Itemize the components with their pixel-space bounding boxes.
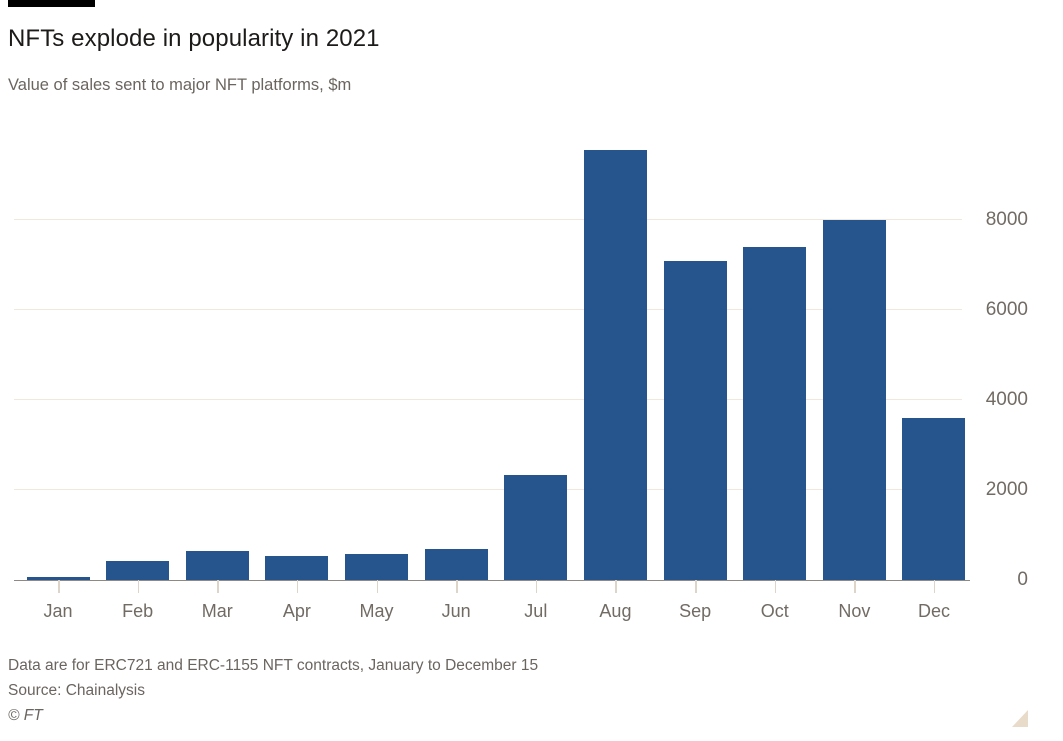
bar-mar [185, 550, 249, 580]
x-axis-tick [456, 580, 458, 593]
x-axis-tick [58, 580, 60, 593]
x-axis-label-oct: Oct [760, 601, 789, 621]
bar-aug [583, 150, 647, 580]
x-axis-label-aug: Aug [599, 601, 632, 621]
x-axis-tick [854, 580, 856, 593]
x-axis-label-jun: Jun [441, 601, 471, 621]
ft-accent-bar [8, 0, 95, 7]
bar-jul [504, 475, 568, 580]
x-axis-label-jan: Jan [43, 601, 73, 621]
x-axis-label-mar: Mar [201, 601, 233, 621]
chart-subtitle: Value of sales sent to major NFT platfor… [8, 76, 352, 94]
x-axis-tick [137, 580, 140, 593]
x-axis-label-may: May [359, 601, 394, 621]
chart-note: Data are for ERC721 and ERC-1155 NFT con… [8, 657, 539, 674]
x-axis-tick [774, 580, 777, 593]
bar-jun [424, 549, 488, 580]
bar-may [345, 553, 409, 580]
gridline-6000 [14, 309, 962, 310]
bar-jan [26, 576, 90, 580]
y-axis-tick-label: 4000 [985, 389, 1028, 410]
x-axis-tick [217, 580, 219, 593]
bar-nov [822, 220, 886, 580]
x-axis-tick [933, 580, 936, 593]
bar-oct [743, 247, 807, 580]
x-axis-tick [296, 580, 299, 593]
x-axis-label-sep: Sep [679, 601, 712, 621]
gridline-2000 [14, 489, 962, 490]
plot-area [14, 130, 970, 593]
x-axis-label-feb: Feb [122, 601, 154, 621]
y-axis-tick-label: 0 [1017, 569, 1028, 590]
x-axis-tick [695, 580, 697, 593]
x-axis-line [14, 580, 970, 581]
bar-dec [902, 418, 966, 580]
y-axis-tick-label: 8000 [985, 209, 1028, 230]
bar-feb [106, 560, 170, 580]
x-axis-tick [376, 580, 379, 593]
gridline-8000 [14, 219, 962, 220]
resize-corner-icon [1012, 710, 1028, 727]
x-axis-tick [615, 580, 617, 593]
chart-title: NFTs explode in popularity in 2021 [8, 25, 380, 52]
bar-sep [663, 260, 727, 580]
chart-copyright: © FT [8, 707, 43, 724]
gridline-4000 [14, 399, 962, 400]
bar-apr [265, 555, 329, 580]
x-axis-label-nov: Nov [838, 601, 871, 621]
chart-source: Source: Chainalysis [8, 682, 145, 699]
x-axis-label-dec: Dec [917, 601, 950, 621]
y-axis-tick-label: 6000 [985, 299, 1028, 320]
y-axis-tick-label: 2000 [985, 479, 1028, 500]
x-axis-tick [535, 580, 538, 593]
chart-footer: Data are for ERC721 and ERC-1155 NFT con… [8, 653, 538, 728]
x-axis-label-apr: Apr [282, 601, 311, 621]
x-axis-label-jul: Jul [524, 601, 548, 621]
